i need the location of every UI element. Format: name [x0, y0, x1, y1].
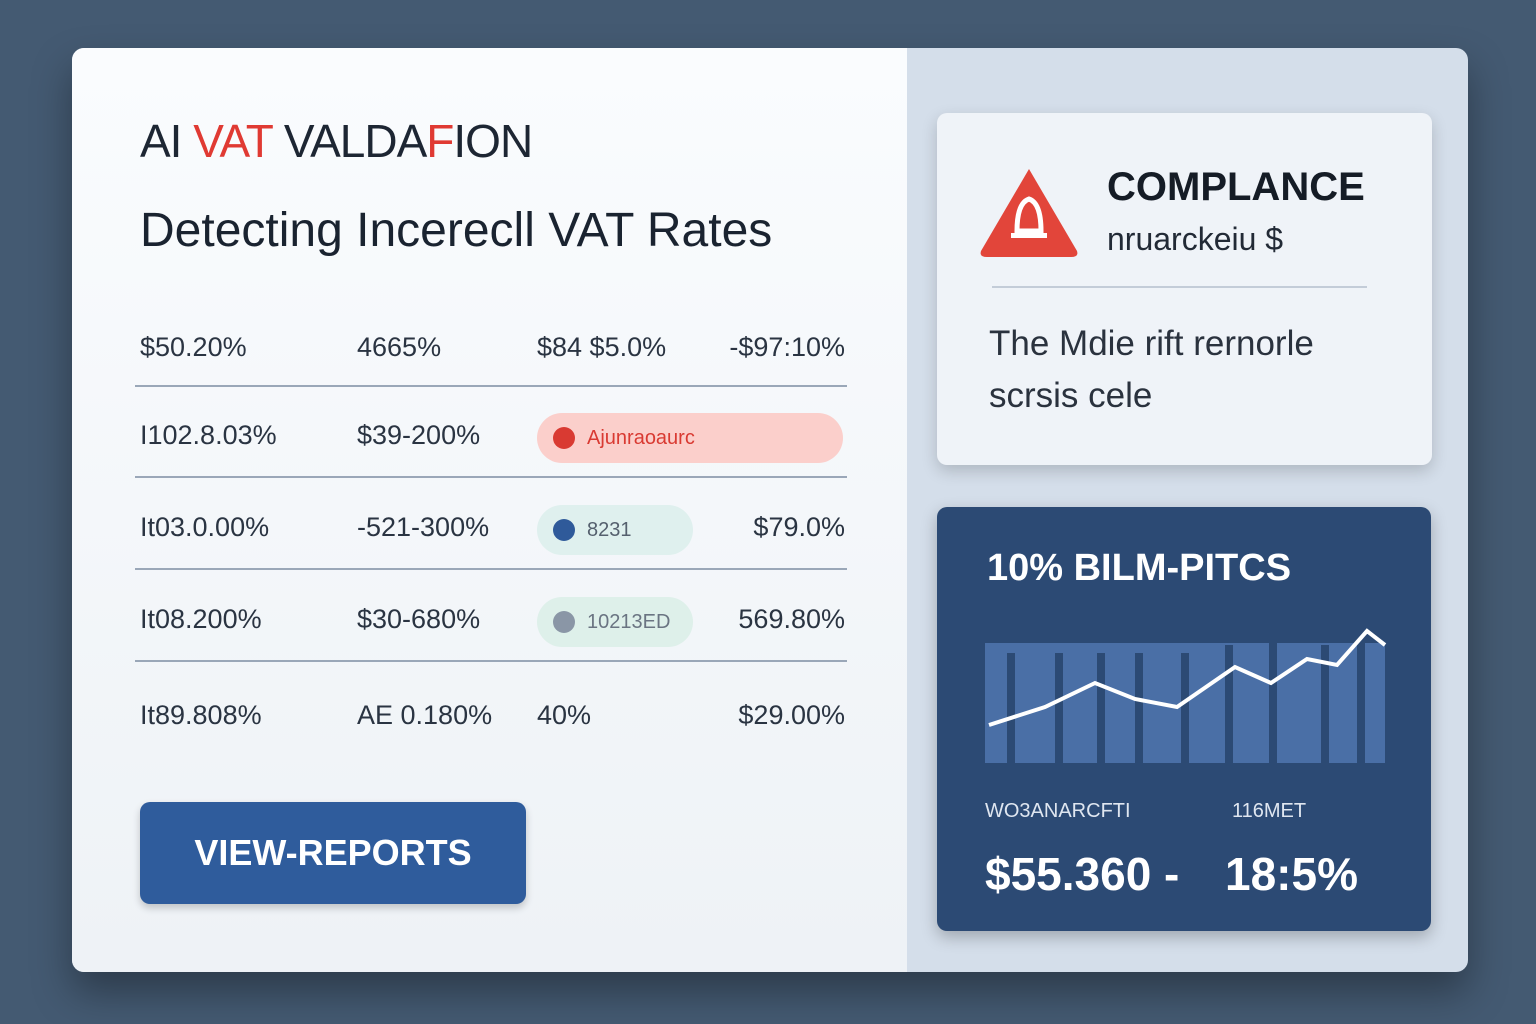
stats-title: 10% BILM-PITCS: [987, 547, 1292, 589]
title: AI VAT VALDAFION: [140, 114, 533, 168]
table-cell: 4665%: [357, 332, 442, 362]
title-part: VALDA: [272, 115, 427, 167]
status-text: Ajunraoaurc: [587, 426, 695, 449]
row-separator: [135, 476, 847, 478]
stats-card: 10% BILM-PITCS WO3ANARCFTI 116MET $55.36…: [937, 507, 1431, 931]
table-cell: AE 0.180%: [357, 700, 493, 730]
subtitle: Detecting Incerecll VAT Rates: [140, 204, 773, 257]
trend-chart: [985, 628, 1387, 763]
row-separator: [135, 385, 847, 387]
alert-subtitle: nruarckeiu $: [1107, 221, 1284, 257]
status-text: 10213ED: [587, 610, 671, 633]
table-cell: $84 $5.0%: [537, 332, 667, 362]
status-dot: [553, 427, 575, 449]
status-dot: [553, 611, 575, 633]
table-cell: $30-680%: [357, 604, 481, 634]
status-badge: 8231: [537, 505, 693, 555]
alert-card: COMPLANCE nruarckeiu $ The Mdie rift rer…: [937, 113, 1432, 465]
main-card: AI VAT VALDAFION Detecting Incerecll VAT…: [72, 48, 1468, 972]
status-badge: 10213ED: [537, 597, 693, 647]
alert-title: COMPLANCE: [1107, 165, 1365, 209]
divider: [992, 286, 1367, 288]
table-cell: $39-200%: [357, 420, 481, 450]
table-cell: I102.8.03%: [140, 420, 277, 450]
table-cell: $79.0%: [753, 512, 845, 542]
left-panel: AI VAT VALDAFION Detecting Incerecll VAT…: [72, 48, 907, 972]
row-separator: [135, 568, 847, 570]
table-cell: It03.0.00%: [140, 512, 270, 542]
stat-value: $55.360 -: [985, 848, 1180, 900]
table-cell: -521-300%: [357, 512, 490, 542]
table-cell: 40%: [537, 700, 592, 730]
status-badge: Ajunraoaurc: [537, 413, 843, 463]
table-cell: $50.20%: [140, 332, 247, 362]
table-cell: It89.808%: [140, 700, 262, 730]
row-separator: [135, 660, 847, 662]
stat-label: 116MET: [1232, 800, 1307, 822]
view-reports-button[interactable]: VIEW-REPORTS: [140, 802, 526, 904]
status-text: 8231: [587, 518, 632, 541]
warning-icon: [980, 169, 1078, 257]
table-cell: $29.00%: [738, 700, 845, 730]
table-cell: It08.200%: [140, 604, 262, 634]
table-cell: 569.80%: [738, 604, 845, 634]
stat-value: 18:5%: [1225, 848, 1358, 900]
alert-body: The Mdie rift rernorle scrsis cele: [989, 324, 1314, 415]
table-cell: -$97:10%: [729, 332, 845, 362]
title-part: ION: [453, 115, 533, 167]
status-dot: [553, 519, 575, 541]
title-part: F: [426, 115, 454, 167]
stat-label: WO3ANARCFTI: [985, 800, 1131, 822]
title-part: VAT: [193, 115, 273, 167]
title-part: AI: [140, 115, 194, 167]
